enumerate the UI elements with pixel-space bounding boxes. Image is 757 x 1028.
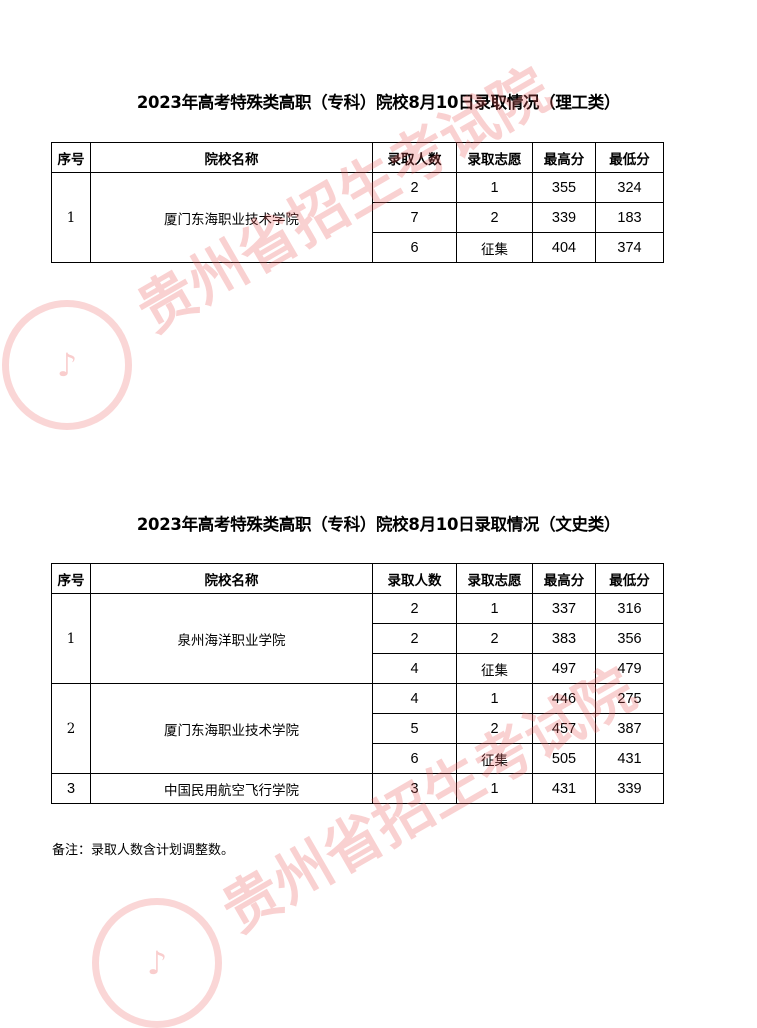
cell-admitted: 6: [372, 232, 457, 263]
cell-admitted: 6: [372, 743, 457, 774]
col-header-choice: 录取志愿: [456, 142, 533, 173]
cell-admitted: 3: [372, 773, 457, 804]
cell-min: 374: [595, 232, 664, 263]
admission-table-science: 序号 院校名称 录取人数 录取志愿 最高分 最低分 1 厦门东海职业技术学院 2 1 3…: [51, 142, 664, 263]
cell-admitted: 4: [372, 683, 457, 714]
cell-max: 497: [532, 653, 596, 684]
cell-choice: 2: [456, 202, 533, 233]
cell-choice: 2: [456, 713, 533, 744]
cell-min: 479: [595, 653, 664, 684]
cell-index: 1: [51, 172, 91, 263]
cell-index: 3: [51, 773, 91, 804]
cell-min: 431: [595, 743, 664, 774]
table-row: 6 征集 404 374: [52, 232, 664, 263]
col-header-index: 序号: [51, 142, 91, 173]
watermark-seal-icon: ♪: [92, 898, 222, 1028]
cell-school: 泉州海洋职业学院: [90, 593, 373, 684]
col-header-max: 最高分: [532, 563, 596, 594]
cell-min: 183: [595, 202, 664, 233]
table-row: 3 中国民用航空飞行学院 3 1 431 339: [51, 773, 664, 804]
section1-title: 2023年高考特殊类高职（专科）院校8月10日录取情况（理工类）: [136, 93, 621, 112]
cell-admitted: 2: [372, 623, 457, 654]
cell-school: 厦门东海职业技术学院: [90, 172, 373, 263]
cell-admitted: 4: [372, 653, 457, 684]
cell-max: 457: [532, 713, 596, 744]
cell-admitted: 2: [372, 593, 457, 624]
cell-school: 厦门东海职业技术学院: [90, 683, 373, 774]
cell-max: 355: [532, 172, 596, 203]
section2-title: 2023年高考特殊类高职（专科）院校8月10日录取情况（文史类）: [136, 515, 621, 534]
cell-max: 505: [532, 743, 596, 774]
footnote: 备注：录取人数含计划调整数。: [52, 843, 235, 858]
col-header-max: 最高分: [532, 142, 596, 173]
cell-min: 316: [595, 593, 664, 624]
cell-max: 337: [532, 593, 596, 624]
cell-index: 1: [51, 593, 91, 684]
col-header-school: 院校名称: [90, 142, 373, 173]
cell-max: 383: [532, 623, 596, 654]
cell-min: 275: [595, 683, 664, 714]
cell-min: 356: [595, 623, 664, 654]
cell-choice: 征集: [456, 743, 533, 774]
cell-choice: 1: [456, 773, 533, 804]
col-header-choice: 录取志愿: [456, 563, 533, 594]
cell-choice: 1: [456, 683, 533, 714]
watermark-seal-icon: ♪: [2, 300, 132, 430]
cell-choice: 1: [456, 593, 533, 624]
col-header-admitted: 录取人数: [372, 563, 457, 594]
cell-max: 446: [532, 683, 596, 714]
cell-max: 404: [532, 232, 596, 263]
cell-min: 387: [595, 713, 664, 744]
cell-choice: 征集: [456, 232, 533, 263]
col-header-index: 序号: [51, 563, 91, 594]
cell-choice: 征集: [456, 653, 533, 684]
col-header-admitted: 录取人数: [372, 142, 457, 173]
admission-table-arts: 序号 院校名称 录取人数 录取志愿 最高分 最低分 1 泉州海洋职业学院 2 1 337…: [51, 563, 664, 804]
table-header-row: 序号 院校名称 录取人数 录取志愿 最高分 最低分: [51, 142, 664, 173]
cell-admitted: 5: [372, 713, 457, 744]
table-header-row: 序号 院校名称 录取人数 录取志愿 最高分 最低分: [51, 563, 664, 594]
table-row: 5 2 457 387: [52, 713, 664, 744]
cell-choice: 1: [456, 172, 533, 203]
table-row: 2 厦门东海职业技术学院 4 1 446 275: [51, 683, 664, 774]
cell-max: 339: [532, 202, 596, 233]
table-row: 1 泉州海洋职业学院 2 1 337 316: [51, 593, 664, 684]
table-row: 1 厦门东海职业技术学院 2 1 355 324: [51, 172, 664, 263]
col-header-school: 院校名称: [90, 563, 373, 594]
col-header-min: 最低分: [595, 563, 664, 594]
cell-admitted: 2: [372, 172, 457, 203]
cell-max: 431: [532, 773, 596, 804]
table-row: 6 征集 505 431: [52, 743, 664, 774]
cell-choice: 2: [456, 623, 533, 654]
table-row: 4 征集 497 479: [52, 653, 664, 684]
cell-min: 324: [595, 172, 664, 203]
cell-min: 339: [595, 773, 664, 804]
cell-school: 中国民用航空飞行学院: [90, 773, 373, 804]
table-row: 7 2 339 183: [52, 202, 664, 233]
col-header-min: 最低分: [595, 142, 664, 173]
cell-admitted: 7: [372, 202, 457, 233]
cell-index: 2: [51, 683, 91, 774]
